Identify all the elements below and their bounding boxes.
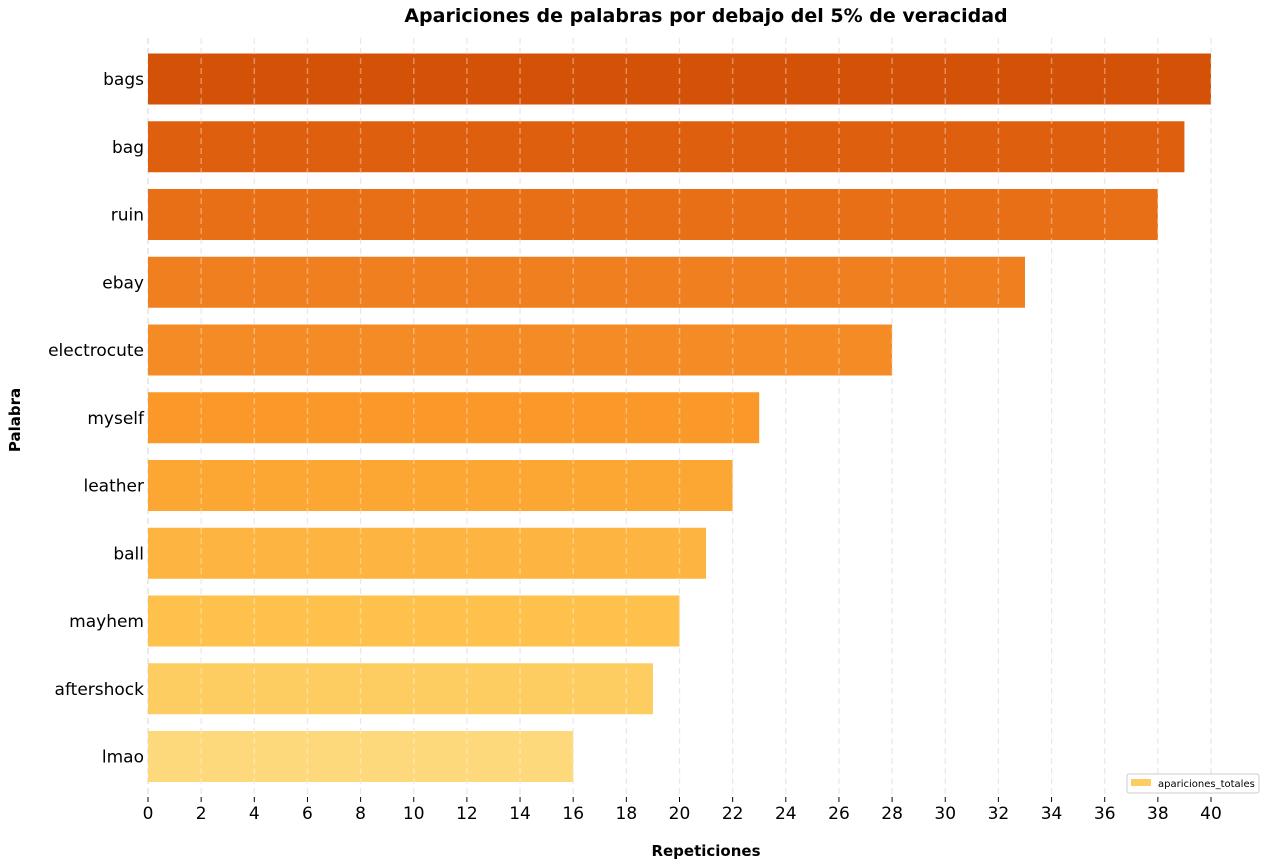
legend-label: apariciones_totales <box>1158 779 1255 790</box>
bar-leather <box>148 460 733 511</box>
grid-lines-over-bars <box>200 38 1212 797</box>
x-tick-label: 10 <box>403 804 425 824</box>
category-label-ball: ball <box>113 544 144 564</box>
bar-bag <box>148 121 1185 173</box>
x-tick-label: 30 <box>934 804 956 824</box>
bar-bags <box>148 53 1211 105</box>
bar-ebay <box>148 256 1025 308</box>
x-tick-label: 22 <box>722 804 744 824</box>
legend-box <box>1126 773 1260 794</box>
x-tick-label: 36 <box>1094 804 1116 824</box>
category-label-aftershock: aftershock <box>55 680 145 700</box>
category-label-bag: bag <box>112 138 144 158</box>
x-tick-label: 0 <box>143 804 154 824</box>
bar-lmao <box>148 731 574 782</box>
y-axis-label: Palabra <box>6 388 24 452</box>
bar-electrocute <box>148 324 893 376</box>
x-tick-label: 40 <box>1200 804 1222 824</box>
x-tick-label: 16 <box>562 804 584 824</box>
x-tick-label: 32 <box>988 804 1010 824</box>
bar-aftershock <box>148 663 653 715</box>
chart-title: Apariciones de palabras por debajo del 5… <box>404 5 1007 27</box>
legend-swatch <box>1131 779 1151 786</box>
x-tick-label: 20 <box>669 804 691 824</box>
x-tick-labels: 0 2 4 6 8 10 12 14 16 18 20 22 24 26 28 30 32 34 36 38 40 <box>143 797 1222 824</box>
category-labels: bags bag ruin ebay electrocute myself leather b… <box>48 70 145 768</box>
x-axis-label: Repeticiones <box>651 842 760 860</box>
bar-mayhem <box>148 595 680 647</box>
category-label-myself: myself <box>87 409 145 429</box>
bars <box>148 53 1211 782</box>
x-tick-label: 8 <box>355 804 366 824</box>
bar-ball <box>148 527 707 579</box>
x-tick-label: 12 <box>456 804 478 824</box>
category-label-mayhem: mayhem <box>69 612 144 632</box>
bar-myself <box>148 392 760 444</box>
category-label-ruin: ruin <box>111 206 144 226</box>
category-label-leather: leather <box>84 477 145 497</box>
category-label-bags: bags <box>103 70 144 90</box>
x-tick-label: 4 <box>249 804 260 824</box>
bar-ruin <box>148 189 1158 240</box>
legend: apariciones_totales <box>1126 773 1260 794</box>
x-tick-label: 28 <box>881 804 903 824</box>
category-label-lmao: lmao <box>102 748 144 768</box>
x-tick-label: 6 <box>302 804 313 824</box>
category-label-electrocute: electrocute <box>48 341 144 361</box>
x-tick-label: 38 <box>1147 804 1169 824</box>
x-tick-label: 2 <box>196 804 207 824</box>
x-tick-label: 24 <box>775 804 797 824</box>
x-tick-label: 26 <box>828 804 850 824</box>
category-label-ebay: ebay <box>102 273 144 293</box>
x-tick-label: 14 <box>509 804 531 824</box>
x-tick-label: 18 <box>616 804 638 824</box>
x-tick-label: 34 <box>1041 804 1063 824</box>
